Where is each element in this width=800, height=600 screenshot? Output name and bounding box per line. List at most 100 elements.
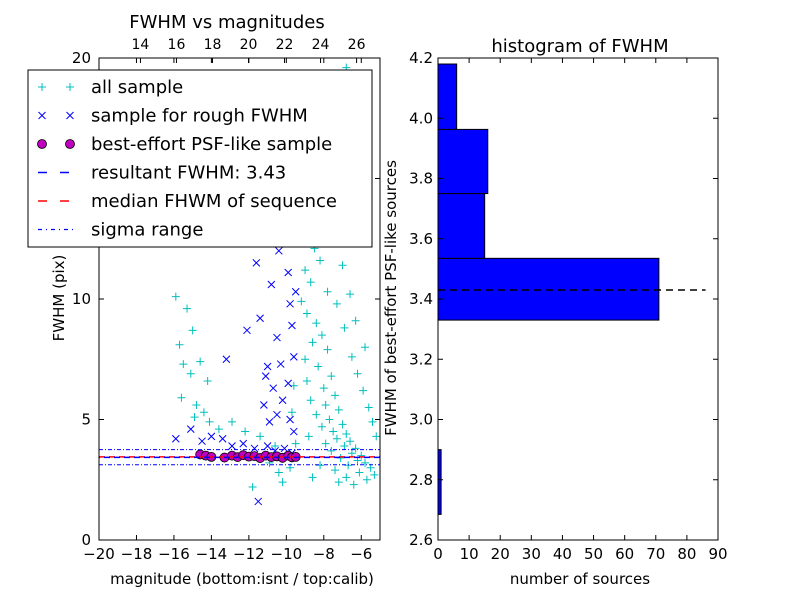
point-plus xyxy=(340,442,349,451)
point-plus xyxy=(171,292,180,301)
point-plus xyxy=(359,386,368,395)
scatter-points xyxy=(99,63,380,506)
point-plus xyxy=(372,432,380,441)
point-plus xyxy=(271,442,280,451)
point-plus xyxy=(334,478,343,487)
point-plus xyxy=(302,309,311,318)
point-x xyxy=(171,434,180,443)
point-plus xyxy=(347,352,356,361)
point-x xyxy=(263,442,272,450)
legend-entry: median FHWM of sequence xyxy=(38,191,337,212)
hist-y-tick-label: 2.8 xyxy=(409,471,433,489)
x-tick-label: −16 xyxy=(158,545,190,563)
hist-x-tick-label: 0 xyxy=(433,545,443,563)
point-plus xyxy=(256,432,265,441)
point-plus xyxy=(351,444,360,453)
point-plus xyxy=(287,408,296,417)
scatter-legend: all sample sample for rough FWHM best-effo… xyxy=(27,69,373,248)
point-plus xyxy=(347,449,356,458)
histogram-y-axis-label: FWHM of best-effort PSF-like sources xyxy=(382,160,400,436)
point-plus xyxy=(190,413,199,422)
point-x xyxy=(274,246,283,255)
legend-entry: sample for rough FWHM xyxy=(38,106,308,127)
scatter-y-axis-label: FWHM (pix) xyxy=(50,255,68,342)
x-tick-label: −10 xyxy=(271,545,303,563)
histogram-bar xyxy=(437,257,660,321)
point-x xyxy=(207,432,216,441)
point-x xyxy=(276,360,285,368)
top-tick-label: 26 xyxy=(348,37,366,53)
point-plus xyxy=(183,304,192,313)
legend-marker xyxy=(37,139,47,149)
point-x xyxy=(186,425,195,433)
scatter-title: FWHM vs magnitudes xyxy=(129,12,324,33)
point-plus xyxy=(342,429,351,438)
hist-y-tick-label: 4.0 xyxy=(409,109,433,127)
legend-marker xyxy=(66,111,74,120)
point-plus xyxy=(362,475,371,484)
point-plus xyxy=(308,473,317,482)
point-x xyxy=(286,299,294,308)
point-plus xyxy=(338,261,347,270)
legend-label: median FHWM of sequence xyxy=(91,191,337,212)
point-plus xyxy=(332,434,341,443)
point-plus xyxy=(331,466,340,475)
point-x xyxy=(284,379,293,388)
point-plus xyxy=(316,256,325,265)
y-tick-label: 0 xyxy=(81,531,91,549)
point-x xyxy=(252,258,261,267)
legend-marker xyxy=(66,83,74,91)
hist-y-tick-label: 3.4 xyxy=(409,290,433,308)
hist-x-tick-label: 20 xyxy=(491,545,510,563)
point-plus xyxy=(205,417,214,426)
histogram-title: histogram of FWHM xyxy=(491,36,668,57)
top-tick-label: 24 xyxy=(312,37,330,53)
point-x xyxy=(284,268,293,277)
legend-entry: sigma range xyxy=(38,220,203,241)
point-x xyxy=(263,362,272,371)
x-tick-label: −8 xyxy=(313,545,335,563)
point-plus xyxy=(351,316,360,325)
histogram-panel: 0 10 20 30 40 50 60 70 80 90 2.6 2.8 3.0 3.2 3.4 3.6 3.8… xyxy=(382,36,728,588)
point-x xyxy=(259,401,268,409)
point-x xyxy=(269,384,278,393)
hist-x-tick-label: 10 xyxy=(460,545,479,563)
point-x xyxy=(261,372,270,380)
point-x xyxy=(289,427,298,436)
scatter-axes: −20−18−16−14−12−10−8−6051015201416182022… xyxy=(72,37,380,563)
point-plus xyxy=(175,340,184,349)
point-plus xyxy=(199,408,208,417)
point-plus xyxy=(241,427,250,436)
point-plus xyxy=(304,432,313,441)
point-plus xyxy=(302,376,311,385)
point-plus xyxy=(308,338,317,347)
point-plus xyxy=(332,299,341,308)
point-plus xyxy=(353,369,362,378)
point-plus xyxy=(340,323,349,332)
top-tick-label: 22 xyxy=(276,37,294,53)
top-tick-label: 18 xyxy=(204,37,222,53)
point-plus xyxy=(319,384,328,393)
legend-label: resultant FWHM: 3.43 xyxy=(91,163,286,184)
point-plus xyxy=(361,343,370,352)
point-x xyxy=(250,444,259,453)
hist-x-tick-label: 40 xyxy=(553,545,572,563)
point-x xyxy=(288,321,296,330)
point-x xyxy=(254,497,263,506)
point-plus xyxy=(357,451,366,460)
point-x xyxy=(286,415,294,424)
point-x xyxy=(289,352,298,361)
hist-x-tick-label: 50 xyxy=(584,545,603,563)
point-plus xyxy=(323,287,332,296)
point-plus xyxy=(346,437,355,446)
legend-marker xyxy=(38,111,46,120)
point-x xyxy=(267,280,276,289)
histogram-axes: 0 10 20 30 40 50 60 70 80 90 2.6 2.8 3.0 3.2 3.4 3.6 3.8… xyxy=(409,49,727,563)
point-x xyxy=(273,333,281,342)
point-plus xyxy=(323,345,332,354)
point-plus xyxy=(196,357,205,366)
point-plus xyxy=(248,482,257,491)
point-plus xyxy=(317,331,326,340)
point-plus xyxy=(179,360,188,369)
